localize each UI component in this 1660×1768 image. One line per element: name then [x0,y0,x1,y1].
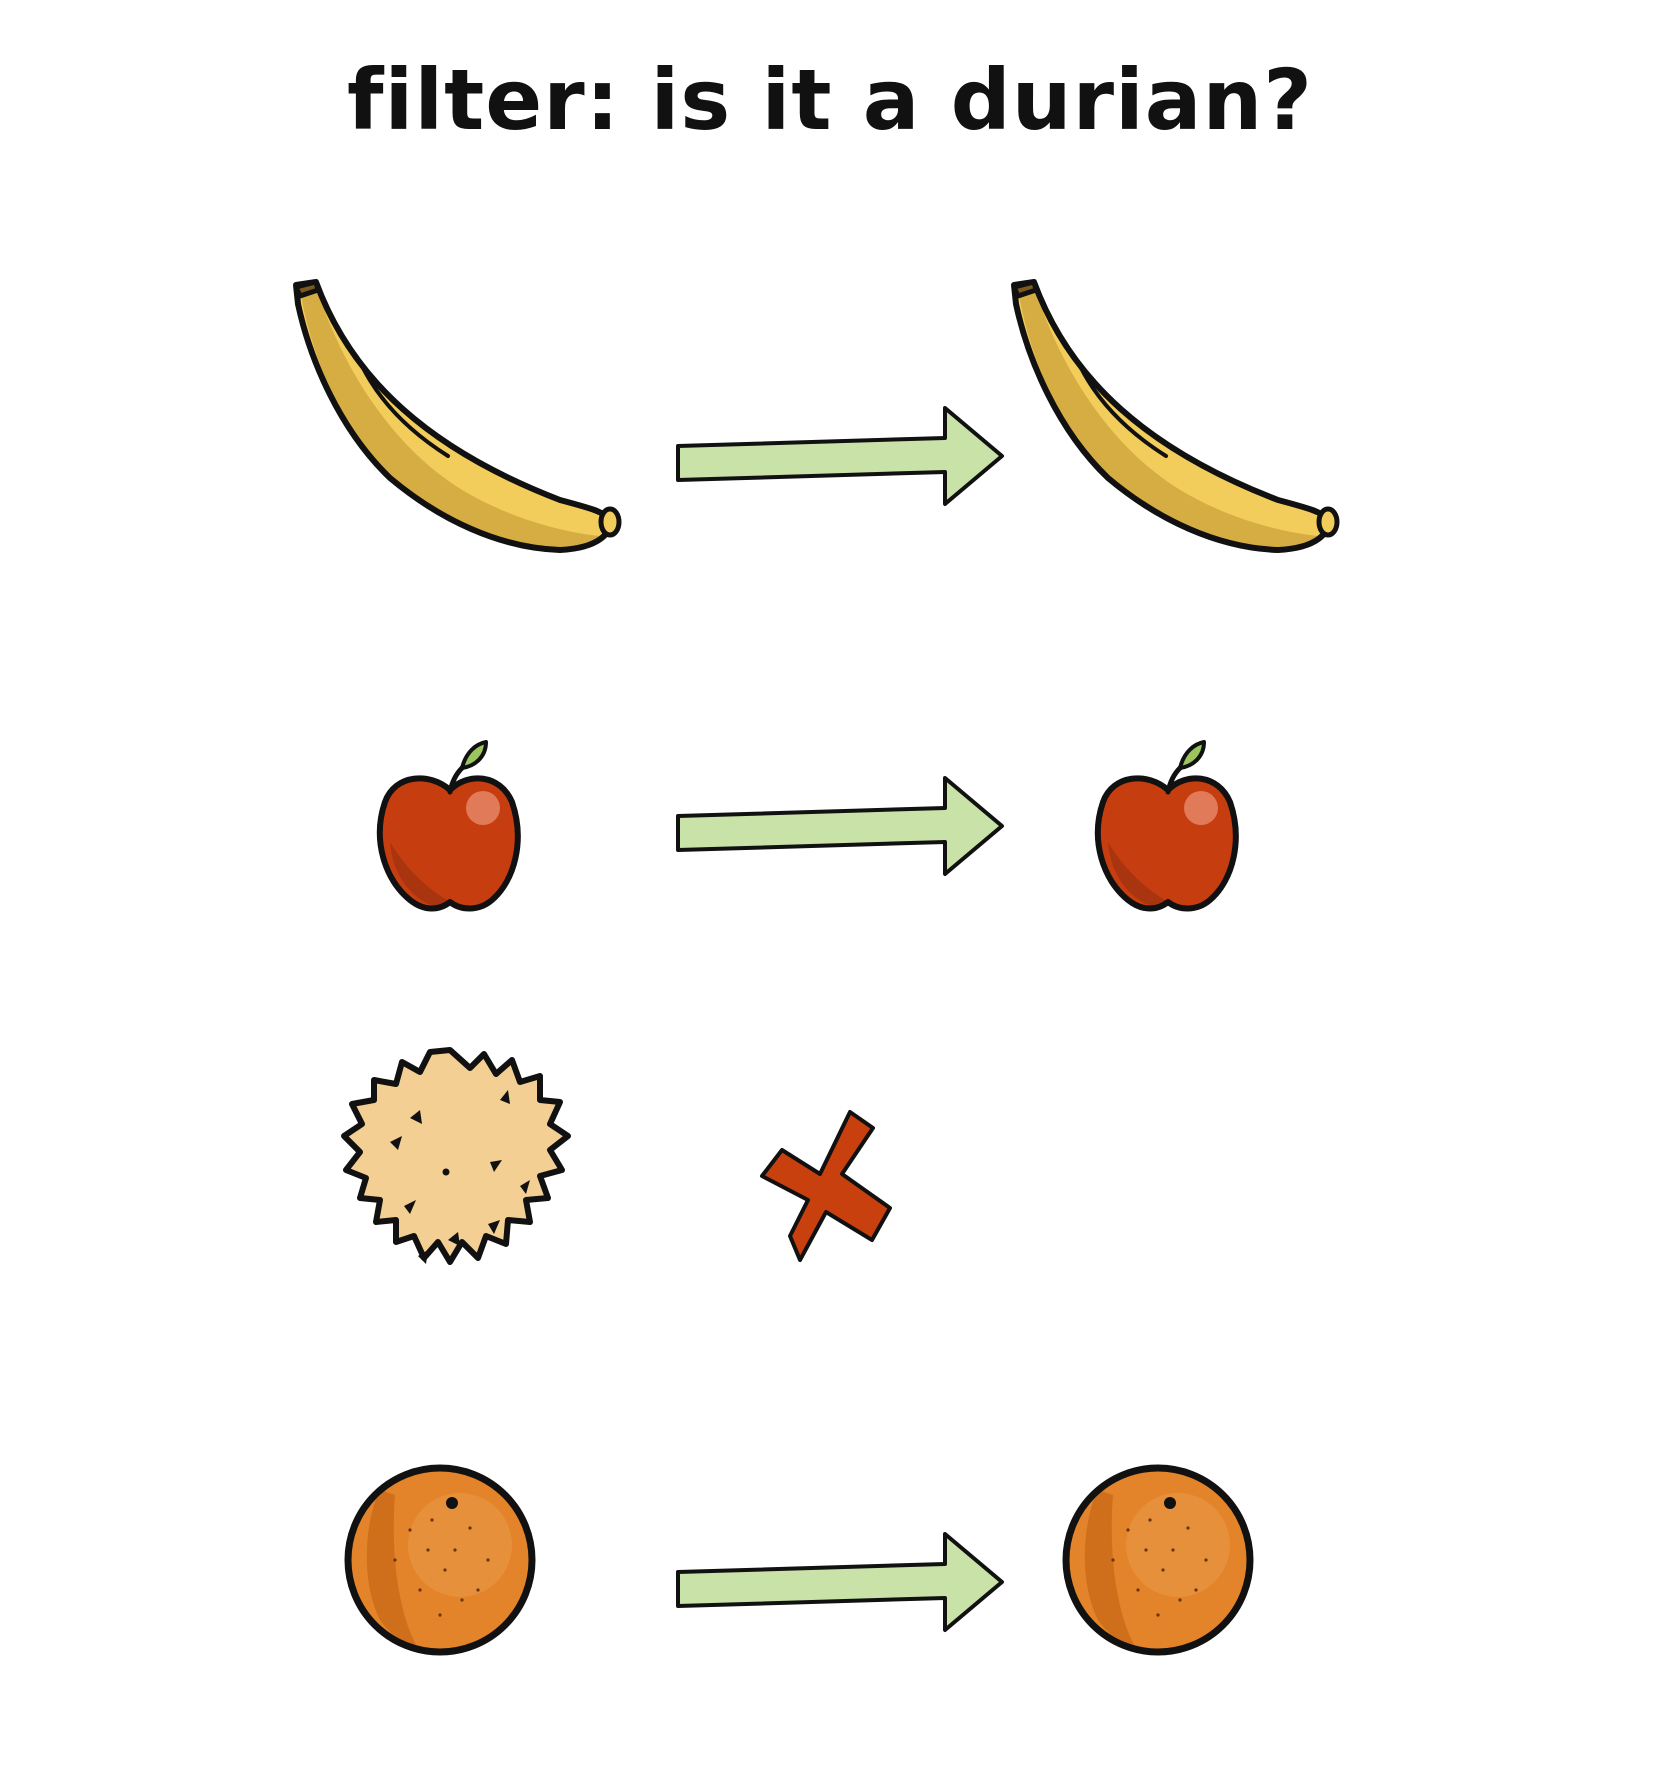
orange-input-icon [348,1468,532,1652]
right-arrow-icon [676,1532,1004,1632]
row-orange [348,1468,1250,1652]
banana-input-icon [296,282,619,550]
durian-input-icon [341,1047,571,1265]
right-arrow-icon [676,776,1004,876]
row-apple [380,742,1236,909]
right-arrow-icon [676,406,1004,506]
apple-output-icon [1098,742,1236,909]
row-durian [341,1047,892,1265]
row-banana [296,282,1337,550]
apple-input-icon [380,742,518,909]
banana-output-icon [1014,282,1337,550]
cross-icon [760,1110,892,1262]
diagram-title: filter: is it a durian? [346,51,1314,149]
orange-output-icon [1066,1468,1250,1652]
